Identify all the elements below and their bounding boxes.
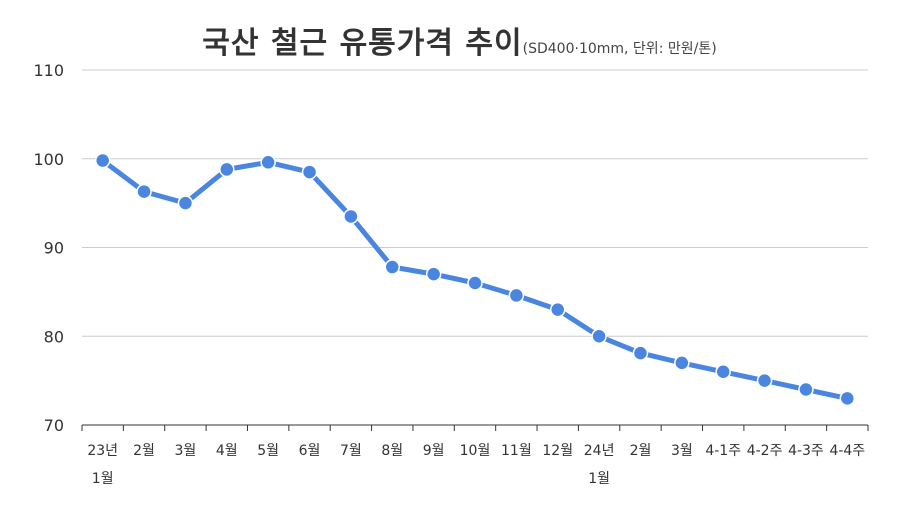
chart-title-block: 국산 철근 유통가격 추이(SD400·10mm, 단위: 만원/톤): [0, 18, 919, 62]
x-tick-label: 3월: [671, 443, 693, 459]
data-point: [839, 390, 856, 407]
x-tick-label: 4-2주: [747, 443, 783, 459]
data-point: [756, 372, 773, 389]
data-point: [674, 355, 690, 371]
x-tick-label: 23년: [87, 443, 118, 459]
data-point: [467, 275, 483, 291]
x-tick-label: 1월: [588, 471, 610, 487]
x-tick-label: 12월: [542, 443, 573, 459]
data-point: [425, 266, 442, 282]
x-tick-label: 10월: [460, 443, 491, 459]
data-point: [177, 195, 194, 211]
x-tick-label: 6월: [299, 443, 321, 459]
y-tick-label: 110: [33, 61, 64, 80]
data-point: [591, 328, 607, 344]
x-tick-label: 1월: [92, 471, 114, 487]
y-tick-label: 90: [44, 239, 64, 258]
data-point: [715, 364, 731, 380]
y-tick-label: 100: [33, 150, 64, 169]
x-tick-label: 2월: [630, 443, 652, 459]
chart-subtitle: (SD400·10mm, 단위: 만원/톤): [522, 41, 717, 57]
data-point: [219, 161, 235, 178]
data-point: [94, 152, 111, 169]
data-point: [549, 301, 566, 318]
x-tick-label: 4-1주: [705, 443, 741, 459]
x-tick-label: 3월: [175, 443, 197, 459]
x-tick-label: 4-3주: [788, 443, 824, 459]
y-tick-label: 70: [44, 416, 64, 435]
data-point: [508, 287, 525, 304]
x-tick-label: 9월: [423, 443, 445, 459]
data-point: [343, 208, 359, 225]
x-tick-label: 4월: [216, 443, 238, 459]
data-point: [632, 345, 649, 361]
x-tick-label: 7월: [340, 443, 362, 459]
x-tick-label: 4-4주: [829, 443, 865, 459]
y-tick-label: 80: [44, 327, 64, 346]
x-tick-label: 2월: [133, 443, 155, 459]
x-tick-label: 24년: [584, 443, 615, 459]
x-tick-label: 11월: [501, 443, 532, 459]
x-tick-label: 5월: [257, 443, 279, 459]
data-point: [260, 154, 276, 171]
data-point: [798, 381, 814, 398]
chart-title: 국산 철근 유통가격 추이: [202, 26, 523, 61]
data-point: [136, 183, 152, 200]
x-tick-label: 8월: [381, 443, 403, 459]
data-point: [301, 164, 318, 180]
data-point: [384, 259, 401, 275]
